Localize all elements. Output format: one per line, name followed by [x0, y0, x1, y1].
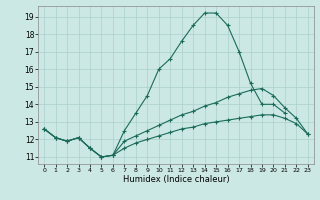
X-axis label: Humidex (Indice chaleur): Humidex (Indice chaleur) [123, 175, 229, 184]
